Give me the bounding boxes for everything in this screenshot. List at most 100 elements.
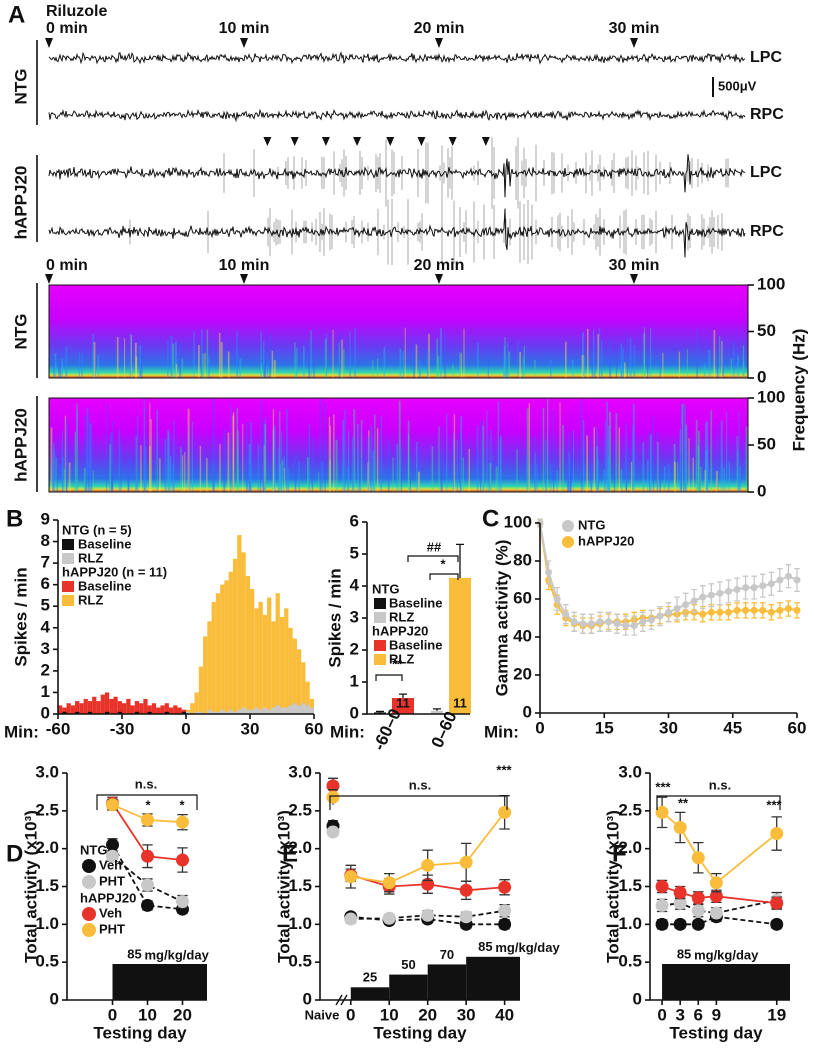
y-tick-label: 2.0 [618,838,642,857]
time-tick-label: 0 min [46,257,88,274]
data-point [673,886,687,900]
dose-block [662,964,790,1000]
eeg-trace [48,51,746,65]
data-point [106,798,119,812]
legend-label: RLZ [389,651,414,666]
error-bar [433,708,441,711]
data-point [344,870,358,884]
dose-block [350,987,390,1000]
histogram-bar [279,617,285,714]
data-point [498,904,512,918]
y-axis-label: Spikes / min [11,567,30,666]
eeg-trace [48,108,746,123]
y-tick-label: 0.5 [288,952,312,971]
data-point [176,895,189,909]
data-point [759,606,767,614]
y-tick-label: 3.0 [618,762,642,781]
legend-label: RLZ [78,592,103,607]
histogram-bar [232,558,238,714]
y-tick-label: 1.0 [618,914,642,933]
histogram-bar [245,576,250,714]
histogram-bar [245,709,250,714]
data-point [742,606,750,614]
histogram-bar [228,709,233,714]
data-point [699,610,707,618]
histogram-bar [275,705,280,714]
legend-label: PHT [99,873,125,888]
histogram-bar [75,711,80,714]
legend-swatch [374,640,386,651]
histogram-bar [130,705,135,714]
significance-label: n.s. [709,777,731,792]
data-point [562,610,570,618]
spike-marker [321,137,330,146]
data-point [767,580,775,588]
data-point [770,896,784,910]
time-tick-arrow [435,38,443,48]
legend-label: Veh [99,905,122,920]
spectrogram [49,398,748,492]
data-point [545,568,553,576]
y-tick-label: 2.5 [618,800,642,819]
histogram-bar [224,711,229,714]
y-tick-label: 0 [757,481,766,500]
data-point [655,805,669,819]
significance-label: ** [392,656,403,671]
legend-label: NTG [578,517,605,532]
x-tick-label: 10 [138,1005,157,1024]
eeg-trace [48,154,746,198]
y-tick-label: 2 [350,639,359,658]
legend-swatch [62,539,74,550]
histogram-bar [262,707,268,714]
histogram-bar [267,709,272,714]
y-tick-label: 2 [41,660,50,679]
histogram-bar [288,705,293,714]
x-tick-label: 0 [535,718,544,737]
significance-bracket [656,795,781,810]
histogram-bar [194,692,199,714]
data-point [709,889,723,903]
y-tick-label: 80 [513,550,532,569]
x-tick-label: 40 [495,1005,514,1024]
data-point [655,880,669,893]
data-point [176,815,189,829]
legend-marker [562,536,574,548]
histogram-bar [241,707,246,714]
panel-label: B [6,505,23,532]
y-tick-label: 20 [513,664,532,683]
y-tick-label: 3 [350,607,359,626]
histogram-bar [190,703,195,714]
data-point [655,898,669,912]
data-point [776,576,784,584]
channel-label: LPC [750,164,782,181]
histogram-bar [62,707,67,714]
spike-marker [417,137,426,146]
y-axis-label: Gamma activity (%) [492,540,511,697]
spike-marker [290,137,299,146]
y-tick-label: 6 [41,574,50,593]
histogram-bar [134,701,140,714]
dose-label: 85 [127,946,141,961]
histogram-bar [215,593,221,714]
histogram-bar [70,705,76,714]
y-tick-label: 1.0 [35,914,59,933]
data-point [630,622,638,630]
data-point [579,620,587,628]
spike-marker [448,137,457,146]
x-tick-label: Naive [305,1007,340,1022]
histogram-bar [104,692,110,714]
y-tick-label: 0 [633,989,642,1008]
histogram-bar [237,535,242,714]
panel-label: C [482,505,499,532]
y-tick-label: 0.5 [35,952,59,971]
x-axis-label: Min: [484,722,519,741]
y-tick-label: 1.5 [288,876,312,895]
data-point [691,904,705,918]
y-tick-label: 5 [41,596,50,615]
time-tick-arrow [630,38,638,48]
data-point [682,601,690,609]
data-point [655,917,669,931]
data-point [498,880,512,894]
data-point [776,606,784,614]
